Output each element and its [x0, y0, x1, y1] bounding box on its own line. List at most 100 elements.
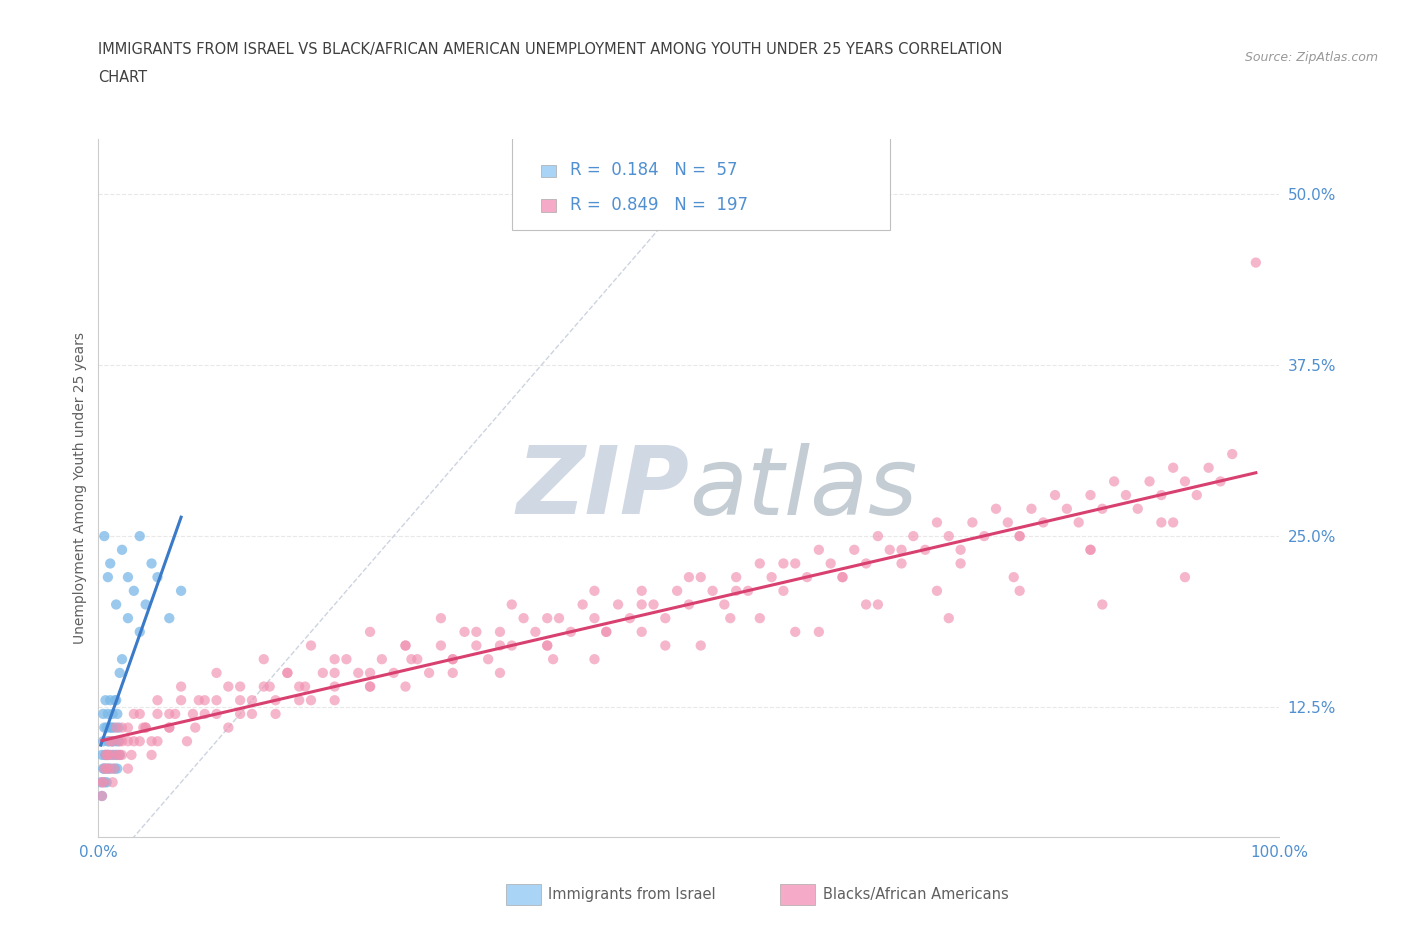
Point	[1067, 515, 1090, 530]
Point	[97, 748, 120, 763]
Point	[107, 734, 129, 749]
Point	[105, 748, 128, 763]
Point	[737, 583, 759, 598]
Point	[973, 528, 995, 543]
Point	[122, 734, 145, 749]
Point	[205, 693, 228, 708]
Point	[97, 707, 120, 722]
Point	[229, 693, 252, 708]
Point	[761, 570, 783, 585]
Point	[501, 597, 523, 612]
Point	[866, 528, 889, 543]
Point	[128, 528, 150, 543]
Point	[108, 748, 131, 763]
FancyBboxPatch shape	[512, 136, 890, 231]
Point	[548, 611, 571, 626]
Point	[914, 542, 936, 557]
Point	[105, 748, 128, 763]
Point	[170, 693, 193, 708]
Point	[276, 666, 298, 681]
Point	[359, 679, 381, 694]
Point	[489, 624, 512, 639]
Point	[1008, 528, 1031, 543]
Point	[91, 734, 114, 749]
Point	[702, 583, 724, 598]
Point	[98, 556, 121, 571]
Point	[890, 556, 912, 571]
Point	[430, 611, 453, 626]
Point	[93, 775, 115, 790]
Point	[181, 707, 204, 722]
Point	[128, 624, 150, 639]
Point	[97, 748, 120, 763]
Point	[94, 748, 117, 763]
Point	[1174, 570, 1197, 585]
Point	[91, 789, 114, 804]
Point	[654, 611, 676, 626]
Point	[371, 652, 394, 667]
Point	[312, 666, 335, 681]
Point	[465, 638, 488, 653]
Point	[1080, 542, 1102, 557]
Point	[105, 597, 128, 612]
Point	[299, 638, 322, 653]
Point	[359, 666, 381, 681]
Point	[1102, 474, 1125, 489]
Point	[807, 542, 830, 557]
Point	[583, 583, 606, 598]
Point	[796, 570, 818, 585]
Point	[630, 597, 652, 612]
Point	[1198, 460, 1220, 475]
Point	[748, 556, 770, 571]
Point	[103, 748, 125, 763]
Point	[323, 693, 346, 708]
Point	[98, 761, 121, 776]
Point	[607, 597, 630, 612]
Point	[299, 693, 322, 708]
Point	[785, 624, 807, 639]
Point	[288, 679, 311, 694]
Point	[187, 693, 209, 708]
Point	[394, 638, 416, 653]
Point	[105, 734, 128, 749]
Point	[536, 638, 558, 653]
Point	[772, 556, 794, 571]
Point	[91, 748, 114, 763]
Point	[97, 570, 120, 585]
Point	[1056, 501, 1078, 516]
Point	[91, 775, 114, 790]
Point	[595, 624, 617, 639]
Point	[382, 666, 405, 681]
Point	[1002, 570, 1025, 585]
Point	[100, 761, 122, 776]
FancyBboxPatch shape	[541, 200, 557, 212]
Point	[512, 611, 534, 626]
Point	[100, 720, 122, 735]
Point	[240, 693, 263, 708]
Point	[141, 556, 163, 571]
Point	[713, 597, 735, 612]
Point	[229, 707, 252, 722]
Point	[103, 761, 125, 776]
Point	[359, 624, 381, 639]
Y-axis label: Unemployment Among Youth under 25 years: Unemployment Among Youth under 25 years	[73, 332, 87, 644]
Point	[453, 624, 475, 639]
Point	[890, 542, 912, 557]
Point	[93, 761, 115, 776]
Point	[91, 789, 114, 804]
Point	[477, 652, 499, 667]
Point	[105, 761, 128, 776]
Point	[194, 693, 217, 708]
Point	[105, 693, 128, 708]
Point	[430, 638, 453, 653]
Point	[748, 611, 770, 626]
Point	[583, 611, 606, 626]
Point	[1080, 487, 1102, 502]
Point	[98, 734, 121, 749]
Point	[94, 748, 117, 763]
Point	[630, 583, 652, 598]
Point	[1150, 515, 1173, 530]
Point	[176, 734, 198, 749]
Point	[560, 624, 582, 639]
Point	[117, 734, 139, 749]
